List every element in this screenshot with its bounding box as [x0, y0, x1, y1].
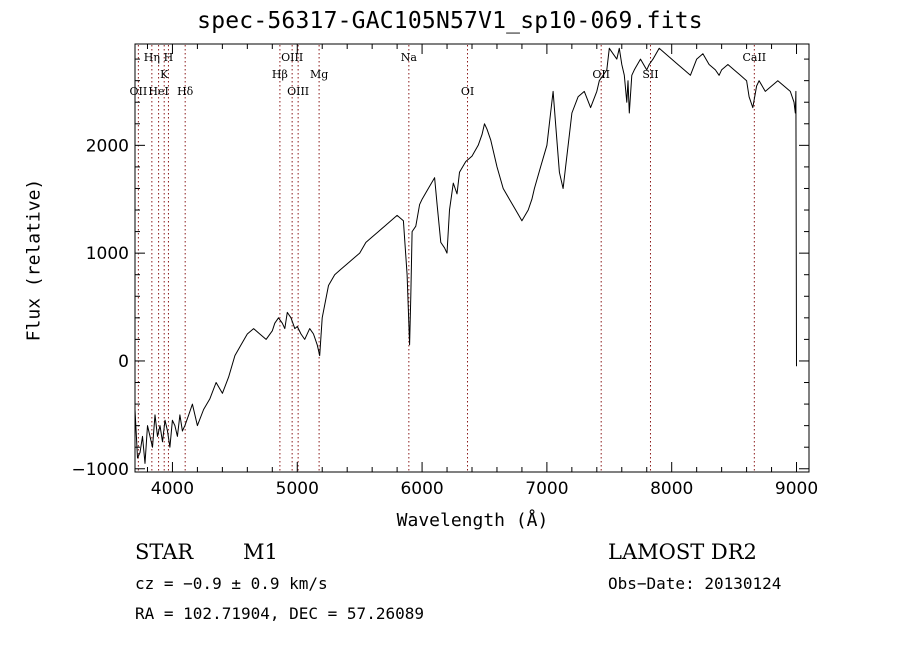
x-tick-label: 8000 [650, 479, 693, 499]
y-tick-label: 1000 [86, 244, 129, 264]
redshift-cz: cz = −0.9 ± 0.9 km/s [135, 574, 328, 593]
object-type: STAR [135, 540, 194, 564]
x-tick-label: 6000 [400, 479, 443, 499]
line-label: OII [130, 85, 148, 98]
observation-date: Obs−Date: 20130124 [608, 574, 782, 593]
x-axis-label: Wavelength (Å) [396, 510, 549, 531]
plot-frame [134, 43, 810, 473]
line-label: SII [642, 68, 658, 81]
axis-ticks [135, 44, 809, 472]
line-label: Hδ [177, 85, 194, 98]
line-label: K [160, 68, 169, 81]
line-label: OIII [281, 51, 303, 64]
line-label: HeI [148, 85, 168, 98]
line-label: OI [461, 85, 474, 98]
x-tick-label: 7000 [525, 479, 568, 499]
line-label: Na [401, 51, 418, 64]
line-label: OII [592, 68, 610, 81]
y-tick-label: −1000 [71, 460, 129, 480]
object-subclass: M1 [243, 540, 278, 564]
ra-dec-coordinates: RA = 102.71904, DEC = 57.26089 [135, 604, 424, 623]
x-tick-label: 9000 [775, 479, 818, 499]
survey-name: LAMOST DR2 [608, 540, 757, 564]
line-label: Hη [144, 51, 160, 64]
axis-tick-labels: 4000 5000 6000 7000 8000 9000 −1000 0 1000 2000 [71, 136, 818, 499]
line-label: OIII [287, 85, 309, 98]
y-tick-label: 0 [118, 352, 129, 372]
emission-line-markers [137, 45, 755, 471]
line-label: Hβ [272, 68, 288, 81]
y-tick-label: 2000 [86, 136, 129, 156]
x-tick-label: 4000 [151, 479, 194, 499]
x-tick-label: 5000 [276, 479, 319, 499]
line-label: Mg [310, 68, 328, 81]
line-label: H [164, 51, 174, 64]
spectrum-line [134, 47, 797, 464]
chart-title: spec-56317-GAC105N57V1_sp10-069.fits [197, 8, 703, 34]
line-label: CaII [742, 51, 766, 64]
y-axis-label: Flux (relative) [23, 178, 45, 342]
